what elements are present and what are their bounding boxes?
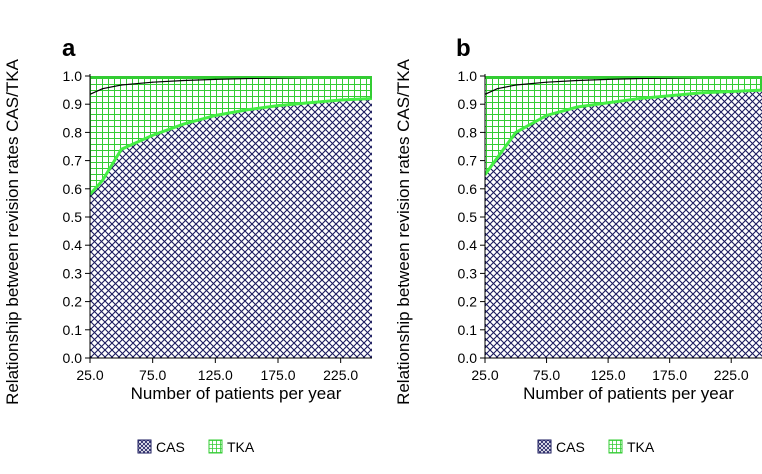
- cas-point: [668, 94, 671, 97]
- x-axis-label: Number of patients per year: [131, 384, 342, 403]
- x-tick-label: 25.0: [471, 367, 498, 383]
- cas-point: [514, 131, 517, 134]
- tka-point: [152, 81, 154, 83]
- cas-point: [496, 156, 499, 159]
- panel-letter: a: [62, 35, 76, 62]
- y-tick-label: 0.4: [63, 237, 83, 253]
- tka-point: [246, 77, 248, 80]
- tka-point: [214, 78, 216, 80]
- y-axis-label: Relationship between revision rates CAS/…: [394, 58, 413, 404]
- y-tick-label: 0.8: [63, 124, 83, 140]
- y-tick-label: 0.3: [63, 265, 83, 281]
- y-tick-label: 0.5: [63, 209, 83, 225]
- cas-area: [90, 98, 372, 358]
- tka-point: [120, 84, 122, 86]
- panel-letter: b: [456, 35, 471, 62]
- y-tick-label: 0.3: [458, 265, 478, 281]
- legend-label-cas: CAS: [156, 439, 185, 455]
- x-tick-label: 75.0: [533, 367, 560, 383]
- legend-label-tka: TKA: [227, 439, 255, 455]
- legend-swatch-tka: [608, 439, 623, 454]
- y-tick-label: 0.4: [458, 237, 478, 253]
- cas-point: [151, 134, 154, 137]
- y-tick-label: 0.6: [63, 181, 83, 197]
- x-tick-label: 225.0: [323, 367, 358, 383]
- cas-point: [120, 148, 123, 151]
- y-tick-label: 0.0: [458, 350, 478, 366]
- chart-panel-a: 0.0 0.1 0.2 0.3 0.4 0.5 0.6 0.7 0.8 0.9 1.0 25.0 75.…: [3, 35, 372, 455]
- chart-panel-b: 0.0 0.1 0.2 0.3 0.4 0.5 0.6 0.7 0.8 0.9 1.0 25.0 75.…: [394, 35, 762, 455]
- cas-point: [607, 101, 609, 104]
- legend: CAS TKA: [537, 439, 655, 455]
- plot-area: [90, 76, 372, 358]
- tka-point: [576, 79, 578, 82]
- cas-point: [576, 106, 579, 108]
- y-tick-label: 0.8: [458, 124, 478, 140]
- legend-swatch-cas: [137, 439, 152, 454]
- y-tick-label: 0.9: [63, 96, 83, 112]
- y-tick-label: 0.6: [458, 181, 478, 197]
- x-axis-label: Number of patients per year: [523, 384, 734, 403]
- x-tick-label: 175.0: [652, 367, 687, 383]
- x-tick-label: 25.0: [76, 367, 103, 383]
- cas-point: [638, 97, 640, 100]
- y-tick-label: 0.0: [63, 350, 83, 366]
- plot-area: [485, 76, 762, 358]
- x-tick-label: 175.0: [260, 367, 295, 383]
- legend-swatch-cas: [537, 439, 552, 454]
- y-tick-label: 0.1: [458, 322, 478, 338]
- tka-point: [101, 88, 104, 90]
- y-tick-label: 0.1: [63, 322, 83, 338]
- tka-point: [515, 84, 517, 86]
- tka-point: [607, 78, 609, 80]
- legend: CAS TKA: [137, 439, 255, 455]
- cas-point: [545, 114, 548, 117]
- x-tick-label: 225.0: [714, 367, 749, 383]
- x-tick-label: 125.0: [591, 367, 626, 383]
- y-axis-label: Relationship between revision rates CAS/…: [3, 58, 22, 404]
- cas-point: [214, 114, 217, 117]
- y-tick-label: 0.7: [63, 153, 83, 169]
- cas-point: [245, 109, 248, 111]
- cas-point: [277, 104, 279, 107]
- cas-point: [183, 123, 185, 125]
- tka-point: [496, 88, 498, 90]
- cas-point: [339, 99, 342, 101]
- y-tick-label: 0.2: [63, 294, 83, 310]
- y-tick-label: 0.7: [458, 153, 478, 169]
- y-tick-label: 0.5: [458, 209, 478, 225]
- legend-label-tka: TKA: [627, 439, 655, 455]
- x-tick-label: 75.0: [139, 367, 166, 383]
- tka-point: [545, 81, 548, 83]
- tka-point: [183, 79, 185, 82]
- legend-swatch-tka: [208, 439, 223, 454]
- tka-point: [638, 77, 640, 80]
- y-tick-label: 1.0: [458, 68, 478, 84]
- legend-label-cas: CAS: [556, 439, 585, 455]
- y-tick-label: 0.9: [458, 96, 478, 112]
- y-tick-label: 1.0: [63, 68, 83, 84]
- cas-point: [699, 92, 702, 94]
- tka-area: [485, 76, 762, 175]
- cas-point: [308, 101, 311, 104]
- cas-area: [485, 90, 762, 358]
- cas-point: [730, 90, 733, 93]
- tka-area: [90, 76, 372, 195]
- x-tick-label: 125.0: [198, 367, 233, 383]
- y-tick-label: 0.2: [458, 294, 478, 310]
- cas-point: [101, 179, 104, 182]
